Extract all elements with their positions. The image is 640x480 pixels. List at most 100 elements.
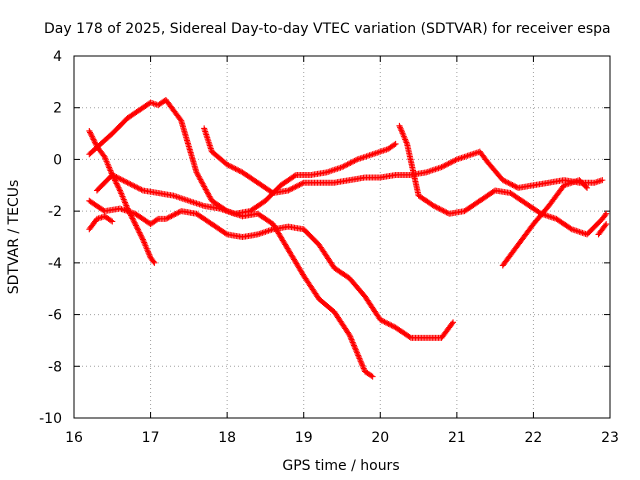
data-point: [352, 345, 359, 352]
data-point: [582, 183, 589, 190]
data-point: [359, 362, 366, 369]
data-point: [354, 349, 361, 356]
data-point: [602, 212, 609, 219]
data-point: [222, 230, 229, 237]
data-point: [121, 178, 128, 185]
data-point: [114, 174, 121, 181]
data-point: [128, 181, 135, 188]
series-track-5: [93, 140, 399, 217]
data-point: [599, 177, 606, 184]
grid: [74, 56, 610, 418]
data-point: [132, 183, 139, 190]
data-point: [168, 213, 175, 220]
data-point: [508, 181, 515, 188]
data-point: [510, 182, 517, 189]
data-point: [505, 179, 512, 186]
data-point: [451, 157, 458, 164]
data-point: [452, 157, 459, 164]
data-point: [567, 225, 574, 232]
data-point: [392, 140, 399, 147]
x-axis-label: GPS time / hours: [282, 458, 399, 474]
series-track-3: [86, 127, 158, 266]
data-point: [349, 338, 356, 345]
data-point: [91, 139, 98, 146]
data-point: [501, 177, 508, 184]
data-point: [236, 167, 243, 174]
data-point: [92, 140, 99, 147]
data-point: [137, 232, 144, 239]
data-point: [87, 130, 94, 137]
series-track-2: [86, 96, 376, 380]
data-point: [91, 137, 98, 144]
data-point: [356, 355, 363, 362]
data-point: [291, 172, 298, 179]
x-tick-label: 21: [448, 430, 466, 446]
data-point: [297, 181, 304, 188]
data-point: [438, 164, 445, 171]
data-point: [360, 365, 367, 372]
data-point: [128, 212, 135, 219]
plot-frame: [73, 55, 611, 419]
data-point: [292, 183, 299, 190]
data-point: [388, 322, 395, 329]
x-tick-label: 22: [525, 430, 543, 446]
data-point: [437, 206, 444, 213]
x-tick-label: 20: [371, 430, 389, 446]
series-track-8: [499, 177, 591, 269]
data-point: [369, 373, 376, 380]
data-point: [448, 159, 455, 166]
data-point: [293, 183, 300, 190]
data-point: [391, 141, 398, 148]
data-point: [150, 258, 157, 265]
data-point: [290, 184, 297, 191]
data-point: [435, 205, 442, 212]
data-point: [125, 180, 132, 187]
data-point: [115, 184, 122, 191]
y-tick-label: 0: [53, 152, 62, 168]
series-track-6: [201, 125, 606, 197]
data-point: [87, 129, 94, 136]
data-point: [134, 184, 141, 191]
data-point: [449, 320, 456, 327]
data-point: [132, 221, 139, 228]
data-point: [231, 165, 238, 172]
data-point: [130, 218, 137, 225]
data-point: [114, 181, 121, 188]
series-track-4: [86, 213, 116, 233]
data-point: [127, 181, 134, 188]
data-point: [347, 159, 354, 166]
data-point: [130, 182, 137, 189]
y-tick-label: 2: [53, 101, 62, 117]
data-point: [124, 179, 131, 186]
data-point: [233, 166, 240, 173]
data-point: [125, 208, 132, 215]
data-point: [116, 186, 123, 193]
data-point: [450, 319, 457, 326]
data-point: [445, 160, 452, 167]
data-point: [177, 116, 184, 123]
series-track-7: [396, 122, 610, 238]
data-point: [139, 235, 146, 242]
data-point: [351, 157, 358, 164]
data-point: [347, 333, 354, 340]
data-point: [117, 176, 124, 183]
data-point: [381, 318, 388, 325]
data-point: [169, 212, 176, 219]
data-point: [442, 162, 449, 169]
data-point: [406, 333, 413, 340]
data-point: [228, 163, 235, 170]
data-point: [503, 179, 510, 186]
data-point: [90, 136, 97, 143]
data-point: [162, 215, 169, 222]
data-point: [387, 321, 394, 328]
data-point: [352, 346, 359, 353]
y-tick-label: -8: [48, 359, 62, 375]
data-point: [446, 159, 453, 166]
data-point: [358, 361, 365, 368]
data-point: [133, 223, 140, 230]
data-point: [603, 221, 610, 228]
data-point: [347, 335, 354, 342]
data-point: [286, 186, 293, 193]
data-point: [384, 320, 391, 327]
data-point: [88, 132, 95, 139]
